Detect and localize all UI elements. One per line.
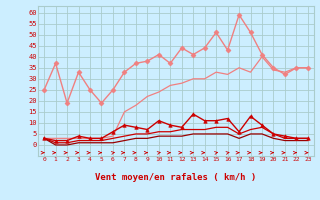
X-axis label: Vent moyen/en rafales ( km/h ): Vent moyen/en rafales ( km/h ) <box>95 174 257 182</box>
